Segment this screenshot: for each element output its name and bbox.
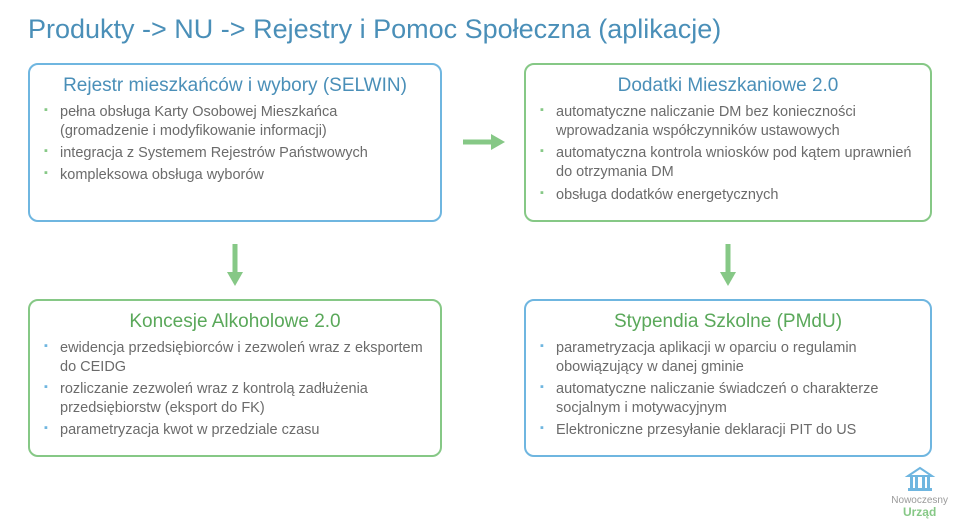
- card-koncesje: Koncesje Alkoholowe 2.0 ewidencja przeds…: [28, 299, 442, 458]
- list-item: integracja z Systemem Rejestrów Państwow…: [44, 144, 426, 163]
- list-item: Elektroniczne przesyłanie deklaracji PIT…: [540, 421, 916, 440]
- list-item: kompleksowa obsługa wyborów: [44, 166, 426, 185]
- card-list: automatyczne naliczanie DM bez konieczno…: [540, 103, 916, 205]
- list-item: pełna obsługa Karty Osobowej Mieszkańca …: [44, 103, 426, 141]
- list-item: rozliczanie zezwoleń wraz z kontrolą zad…: [44, 380, 426, 418]
- row-1: Rejestr mieszkańców i wybory (SELWIN) pe…: [28, 63, 932, 222]
- list-item: obsługa dodatków energetycznych: [540, 186, 916, 205]
- building-icon: [900, 464, 940, 494]
- card-title: Koncesje Alkoholowe 2.0: [44, 311, 426, 333]
- list-item: parametryzacja kwot w przedziale czasu: [44, 421, 426, 440]
- arrow-spacer: [460, 299, 506, 458]
- card-list: pełna obsługa Karty Osobowej Mieszkańca …: [44, 103, 426, 186]
- list-item: automatyczne naliczanie DM bez konieczno…: [540, 103, 916, 141]
- card-title: Dodatki Mieszkaniowe 2.0: [540, 75, 916, 97]
- arrow-down-icon: [718, 242, 738, 291]
- arrow-down-icon: [225, 242, 245, 291]
- arrow-row: [28, 242, 932, 291]
- list-item: automatyczne naliczanie świadczeń o char…: [540, 380, 916, 418]
- arrow-right-icon: [460, 63, 506, 222]
- card-title: Rejestr mieszkańców i wybory (SELWIN): [44, 75, 426, 97]
- card-dodatki: Dodatki Mieszkaniowe 2.0 automatyczne na…: [524, 63, 932, 222]
- card-stypendia: Stypendia Szkolne (PMdU) parametryzacja …: [524, 299, 932, 458]
- card-list: ewidencja przedsiębiorców i zezwoleń wra…: [44, 339, 426, 441]
- card-list: parametryzacja aplikacji w oparciu o reg…: [540, 339, 916, 441]
- logo-line2: Urząd: [891, 506, 948, 518]
- card-selwin: Rejestr mieszkańców i wybory (SELWIN) pe…: [28, 63, 442, 222]
- row-2: Koncesje Alkoholowe 2.0 ewidencja przeds…: [28, 299, 932, 458]
- list-item: automatyczna kontrola wniosków pod kątem…: [540, 144, 916, 182]
- list-item: parametryzacja aplikacji w oparciu o reg…: [540, 339, 916, 377]
- page-title: Produkty -> NU -> Rejestry i Pomoc Społe…: [28, 14, 932, 45]
- list-item: ewidencja przedsiębiorców i zezwoleń wra…: [44, 339, 426, 377]
- logo: Nowoczesny Urząd: [891, 464, 948, 518]
- card-title: Stypendia Szkolne (PMdU): [540, 311, 916, 333]
